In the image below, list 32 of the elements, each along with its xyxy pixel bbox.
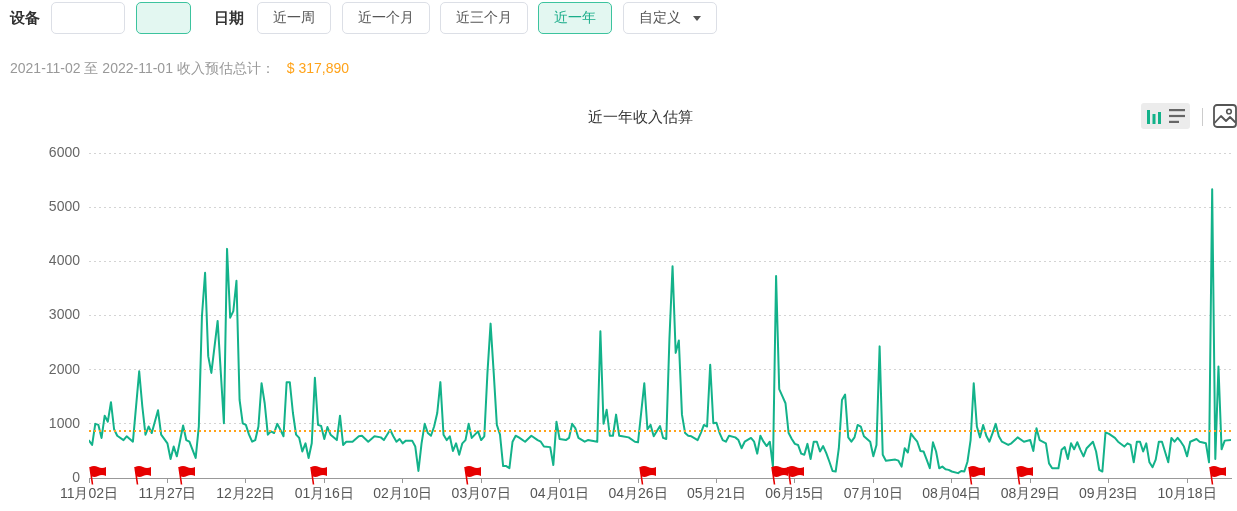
text: 近一年 [554,9,596,27]
y-tick-label: 2000 [48,360,81,377]
x-tick-label: 02月10日 [373,485,433,502]
x-tick-label: 10月18日 [1157,485,1217,502]
text: 设备 [10,8,40,28]
x-tick-label: 12月22日 [216,485,276,502]
x-tick-label: 06月15日 [765,485,825,502]
chart-subtitle: 2021-11-02 至 2022-11-01 收入预估总计： [10,60,275,78]
chart-title: 近一年收入估算 [586,108,694,127]
x-tick-label: 09月23日 [1079,485,1139,502]
x-tick-label: 08月29日 [1000,485,1060,502]
y-tick-label: 4000 [48,252,81,269]
text: 近三个月 [456,9,512,27]
text: 近一周 [273,9,315,27]
text: 日期 [214,8,244,28]
text: 自定义 [639,9,681,27]
x-tick-label: 08月04日 [922,485,982,502]
x-tick-label: 11月27日 [138,485,197,502]
text: $ 317,890 [286,60,350,78]
y-tick-label: 1000 [48,414,81,431]
x-tick-label: 05月21日 [686,485,747,502]
x-tick-label: 01月16日 [294,485,354,502]
text: 近一个月 [358,9,414,27]
x-tick-label: 11月02日 [59,485,119,502]
y-tick-label: 5000 [48,198,81,215]
x-tick-label: 04月26日 [608,485,668,502]
x-tick-label: 04月01日 [530,485,590,502]
y-tick-label: 0 [72,468,81,485]
x-tick-label: 07月10日 [843,485,903,502]
x-tick-label: 03月07日 [451,485,511,502]
y-tick-label: 3000 [48,306,81,323]
y-tick-label: 6000 [48,143,81,160]
